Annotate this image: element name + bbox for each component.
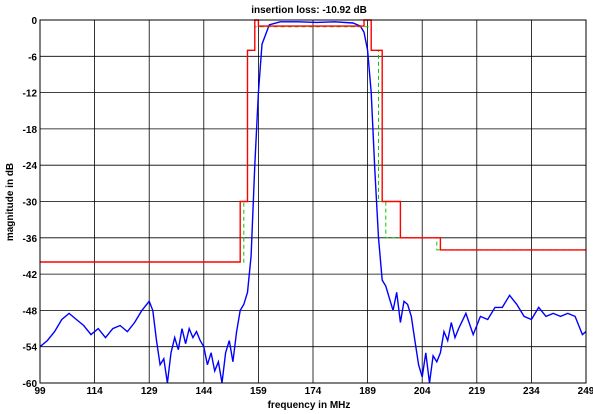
y-tick-labels: 0 -6 -12 -18 -24 -30 -36 -42 -48 -54 -60: [23, 16, 38, 390]
y-tick-label: -24: [23, 161, 38, 172]
series-line-1: [39, 21, 587, 384]
x-tick-label: 219: [468, 386, 485, 397]
y-tick-label: -48: [23, 306, 38, 317]
x-tick-label: 114: [87, 386, 104, 397]
y-tick-label: -18: [23, 125, 38, 136]
series-line-3: [40, 19, 586, 263]
x-tick-label: 234: [523, 386, 540, 397]
x-tick-label: 249: [578, 386, 593, 397]
x-tick-label: 204: [414, 386, 431, 397]
y-tick-label: 0: [31, 16, 37, 27]
x-tick-label: 189: [359, 386, 376, 397]
plot-frame: [39, 19, 587, 384]
x-tick-label: 129: [141, 386, 158, 397]
y-tick-label: -30: [23, 198, 38, 209]
x-tick-label: 144: [195, 386, 212, 397]
chart-title: insertion loss: -10.92 dB: [251, 5, 367, 16]
x-tick-label: 174: [305, 386, 322, 397]
y-tick-label: -42: [23, 270, 38, 281]
y-tick-label: -12: [23, 89, 38, 100]
y-tick-label: -36: [23, 234, 38, 245]
y-axis-label: magnitude in dB: [5, 163, 16, 241]
x-tick-label: 99: [34, 386, 46, 397]
x-axis-label: frequency in MHz: [268, 400, 351, 411]
series-layer: [39, 19, 587, 384]
x-tick-labels: 99 114 129 144 159 174 189 204 219 234 249: [34, 386, 593, 397]
y-tick-label: -54: [23, 343, 38, 354]
x-tick-label: 159: [250, 386, 267, 397]
y-tick-label: -6: [28, 52, 37, 63]
y-tick-label: -60: [23, 379, 38, 390]
